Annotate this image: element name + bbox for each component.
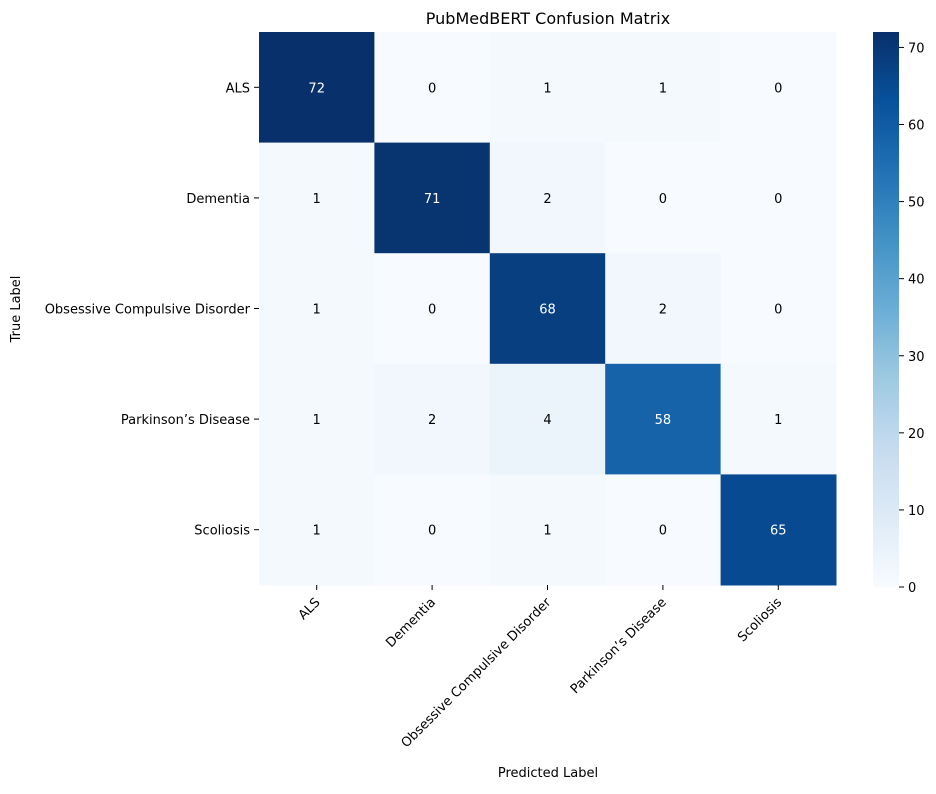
cell-value-label: 0 — [774, 192, 782, 207]
y-tick-label: Parkinson’s Disease — [121, 413, 250, 428]
heatmap-cell — [720, 32, 837, 144]
cell-value-label: 0 — [659, 524, 667, 539]
cell-value-label: 71 — [424, 192, 441, 207]
y-tick-label: Scoliosis — [194, 524, 250, 539]
heatmap-cell — [489, 474, 606, 586]
heatmap-cell — [605, 474, 722, 586]
y-tick-label: Dementia — [186, 192, 250, 207]
heatmap-cell — [259, 142, 375, 254]
cell-value-label: 1 — [543, 524, 551, 539]
x-axis-label: Predicted Label — [498, 766, 598, 781]
colorbar-tick-label: 10 — [908, 504, 925, 519]
heatmap-cell — [374, 474, 491, 586]
colorbar-tick-label: 40 — [908, 273, 925, 288]
heatmap-cell — [259, 32, 375, 144]
heatmap-cell — [605, 142, 722, 254]
colorbar-tick-label: 20 — [908, 427, 925, 442]
cell-value-label: 1 — [543, 81, 551, 96]
cell-value-label: 68 — [539, 303, 556, 318]
x-tick-label: ALS — [296, 595, 324, 623]
y-tick-label: Obsessive Compulsive Disorder — [45, 303, 251, 318]
heatmap-cell — [489, 142, 606, 254]
cell-value-label: 1 — [774, 413, 782, 428]
y-axis-ticks: ALS Dementia Obsessive Compulsive Disorder… — [45, 81, 259, 539]
heatmap-cell — [720, 142, 837, 254]
cell-value-label: 2 — [543, 192, 551, 207]
cell-value-label: 1 — [313, 524, 321, 539]
colorbar-tick-label: 30 — [908, 350, 925, 365]
heatmap-cells — [259, 32, 837, 586]
heatmap-cell — [374, 363, 491, 475]
cell-value-label: 0 — [428, 524, 436, 539]
colorbar-tick-label: 50 — [908, 196, 925, 211]
heatmap-cell — [259, 474, 375, 586]
cell-value-label: 72 — [308, 81, 325, 96]
cell-value-label: 0 — [659, 192, 667, 207]
cell-value-label: 0 — [428, 81, 436, 96]
cell-value-label: 58 — [655, 413, 672, 428]
heatmap-cell — [374, 142, 491, 254]
colorbar-ticks: 0 10 20 30 40 50 60 70 — [899, 41, 925, 596]
heatmap-cell — [374, 253, 491, 365]
heatmap-cell — [259, 363, 375, 475]
colorbar-tick-label: 70 — [908, 41, 925, 56]
cell-value-label: 2 — [659, 303, 667, 318]
heatmap-cell — [605, 32, 722, 144]
x-tick-label: Parkinson’s Disease — [568, 595, 670, 697]
x-tick-label: Scoliosis — [735, 595, 785, 645]
heatmap-cell — [374, 32, 491, 144]
y-tick-label: ALS — [226, 81, 250, 96]
cell-value-label: 1 — [313, 192, 321, 207]
heatmap-cell — [605, 253, 722, 365]
cell-value-label: 0 — [774, 81, 782, 96]
cell-value-label: 4 — [543, 413, 551, 428]
colorbar-tick-label: 0 — [908, 581, 916, 596]
cell-value-label: 2 — [428, 413, 436, 428]
colorbar-tick-label: 60 — [908, 119, 925, 134]
heatmap-cell — [259, 253, 375, 365]
heatmap-cell — [720, 253, 837, 365]
chart-title: PubMedBERT Confusion Matrix — [426, 9, 670, 28]
heatmap-cell — [605, 363, 722, 475]
colorbar — [873, 32, 899, 587]
heatmap-cell — [720, 474, 837, 586]
heatmap-cell — [489, 32, 606, 144]
cell-value-label: 65 — [770, 524, 787, 539]
heatmap-cell — [489, 253, 606, 365]
y-axis-label: True Label — [9, 276, 24, 344]
x-tick-label: Dementia — [383, 595, 439, 651]
heatmap-cell — [720, 363, 837, 475]
heatmap-cell-labels: 72 0 1 1 0 1 71 2 0 0 1 0 68 2 0 1 2 4 58 1 1 0 1 0 65 — [308, 81, 786, 538]
heatmap-cell — [489, 363, 606, 475]
cell-value-label: 1 — [313, 303, 321, 318]
cell-value-label: 0 — [428, 303, 436, 318]
cell-value-label: 0 — [774, 303, 782, 318]
cell-value-label: 1 — [313, 413, 321, 428]
cell-value-label: 1 — [659, 81, 667, 96]
